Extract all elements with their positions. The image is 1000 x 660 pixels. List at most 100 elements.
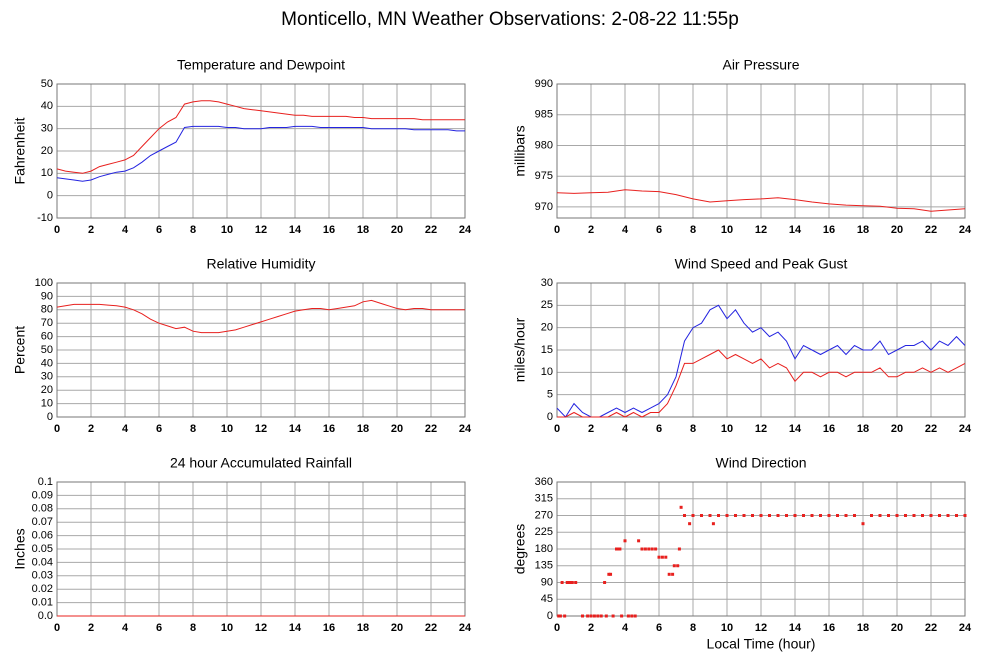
data-point [853,514,856,517]
data-point [819,514,822,517]
x-tick-label: 14 [789,224,802,236]
x-tick-label: 2 [88,423,94,435]
data-point [565,581,569,584]
y-tick-label: 980 [535,139,553,151]
data-line [56,100,465,174]
x-tick-label: 10 [721,224,733,236]
x-tick-label: 10 [221,423,233,435]
y-tick-label: 20 [41,145,53,157]
data-point [589,614,593,618]
y-tick-label: 0.08 [32,503,53,515]
data-point [609,572,613,576]
data-point [626,614,630,618]
x-tick-label: 0 [554,224,560,236]
y-tick-label: 985 [535,109,553,121]
y-tick-label: 50 [41,78,53,90]
x-tick-label: 24 [459,622,472,634]
x-tick-label: 4 [122,224,129,236]
y-tick-label: 270 [535,509,553,521]
data-point [671,572,675,576]
plot-frame [556,282,966,418]
data-point [836,514,839,517]
data-point [683,514,686,517]
x-tick-label: 18 [357,423,369,435]
x-tick-label: 24 [459,224,472,236]
x-tick-label: 14 [789,423,802,435]
plot-frame [56,282,466,418]
data-point [725,514,729,517]
y-tick-label: 40 [41,357,53,369]
data-point [586,614,590,618]
y-tick-label: 0 [547,610,553,622]
y-axis-label: Fahrenheit [12,117,28,184]
x-tick-label: 16 [823,622,835,634]
y-tick-label: 0.05 [32,543,53,555]
y-tick-label: 0.1 [38,476,53,488]
y-tick-label: 0.01 [32,597,53,609]
y-tick-label: 0.04 [32,556,53,568]
data-point [708,514,712,517]
x-tick-label: 22 [425,622,437,634]
data-point [955,514,958,517]
x-tick-label: 14 [289,622,302,634]
data-point [563,614,567,618]
x-tick-label: 0 [54,423,60,435]
x-tick-label: 10 [221,622,233,634]
data-point [603,581,607,584]
y-tick-label: 80 [41,304,53,316]
x-tick-label: 18 [857,224,869,236]
x-tick-label: 12 [255,423,267,435]
y-tick-label: 990 [535,78,553,90]
x-tick-label: 20 [391,622,403,634]
data-point [667,572,671,576]
x-tick-label: 6 [156,622,162,634]
chart-title: Wind Direction [715,455,806,471]
data-point [844,514,848,517]
data-point [895,514,899,517]
x-tick-label: 12 [755,622,767,634]
y-tick-label: 225 [535,526,553,538]
data-line [556,189,966,212]
x-tick-label: 4 [122,423,129,435]
data-point [785,514,788,517]
y-tick-label: 30 [541,277,553,289]
x-tick-label: 4 [622,622,629,634]
data-point [570,581,574,584]
data-point [827,514,831,517]
x-tick-label: 6 [656,423,662,435]
y-tick-label: 40 [41,100,53,112]
x-tick-label: 8 [690,622,696,634]
data-line [557,349,966,418]
x-tick-label: 0 [554,622,560,634]
x-tick-label: 4 [622,423,629,435]
data-point [604,614,608,618]
y-tick-label: 20 [541,322,553,334]
x-tick-label: 24 [459,423,472,435]
y-tick-label: 0.07 [32,516,53,528]
data-point [611,614,615,618]
data-line [56,125,465,182]
data-point [768,514,771,517]
y-tick-label: 0 [47,411,53,423]
y-tick-label: 10 [41,398,53,410]
chart-title: Relative Humidity [207,256,316,272]
y-axis-label: Percent [12,326,28,374]
x-tick-label: 4 [622,224,629,236]
data-point [904,514,907,517]
data-point [623,539,627,543]
x-tick-label: 22 [425,423,437,435]
data-point [664,555,668,559]
y-tick-label: 0.09 [32,489,53,501]
data-point [560,581,564,584]
x-tick-label: 12 [755,423,767,435]
x-tick-label: 22 [425,224,437,236]
data-point [688,522,692,526]
data-point [672,564,676,568]
y-tick-label: 60 [41,331,53,343]
y-tick-label: 0.0 [38,610,53,622]
y-tick-label: 970 [535,201,553,213]
x-tick-label: 16 [823,224,835,236]
x-tick-label: 10 [721,423,733,435]
x-tick-label: 22 [925,423,937,435]
x-tick-label: 8 [690,224,696,236]
